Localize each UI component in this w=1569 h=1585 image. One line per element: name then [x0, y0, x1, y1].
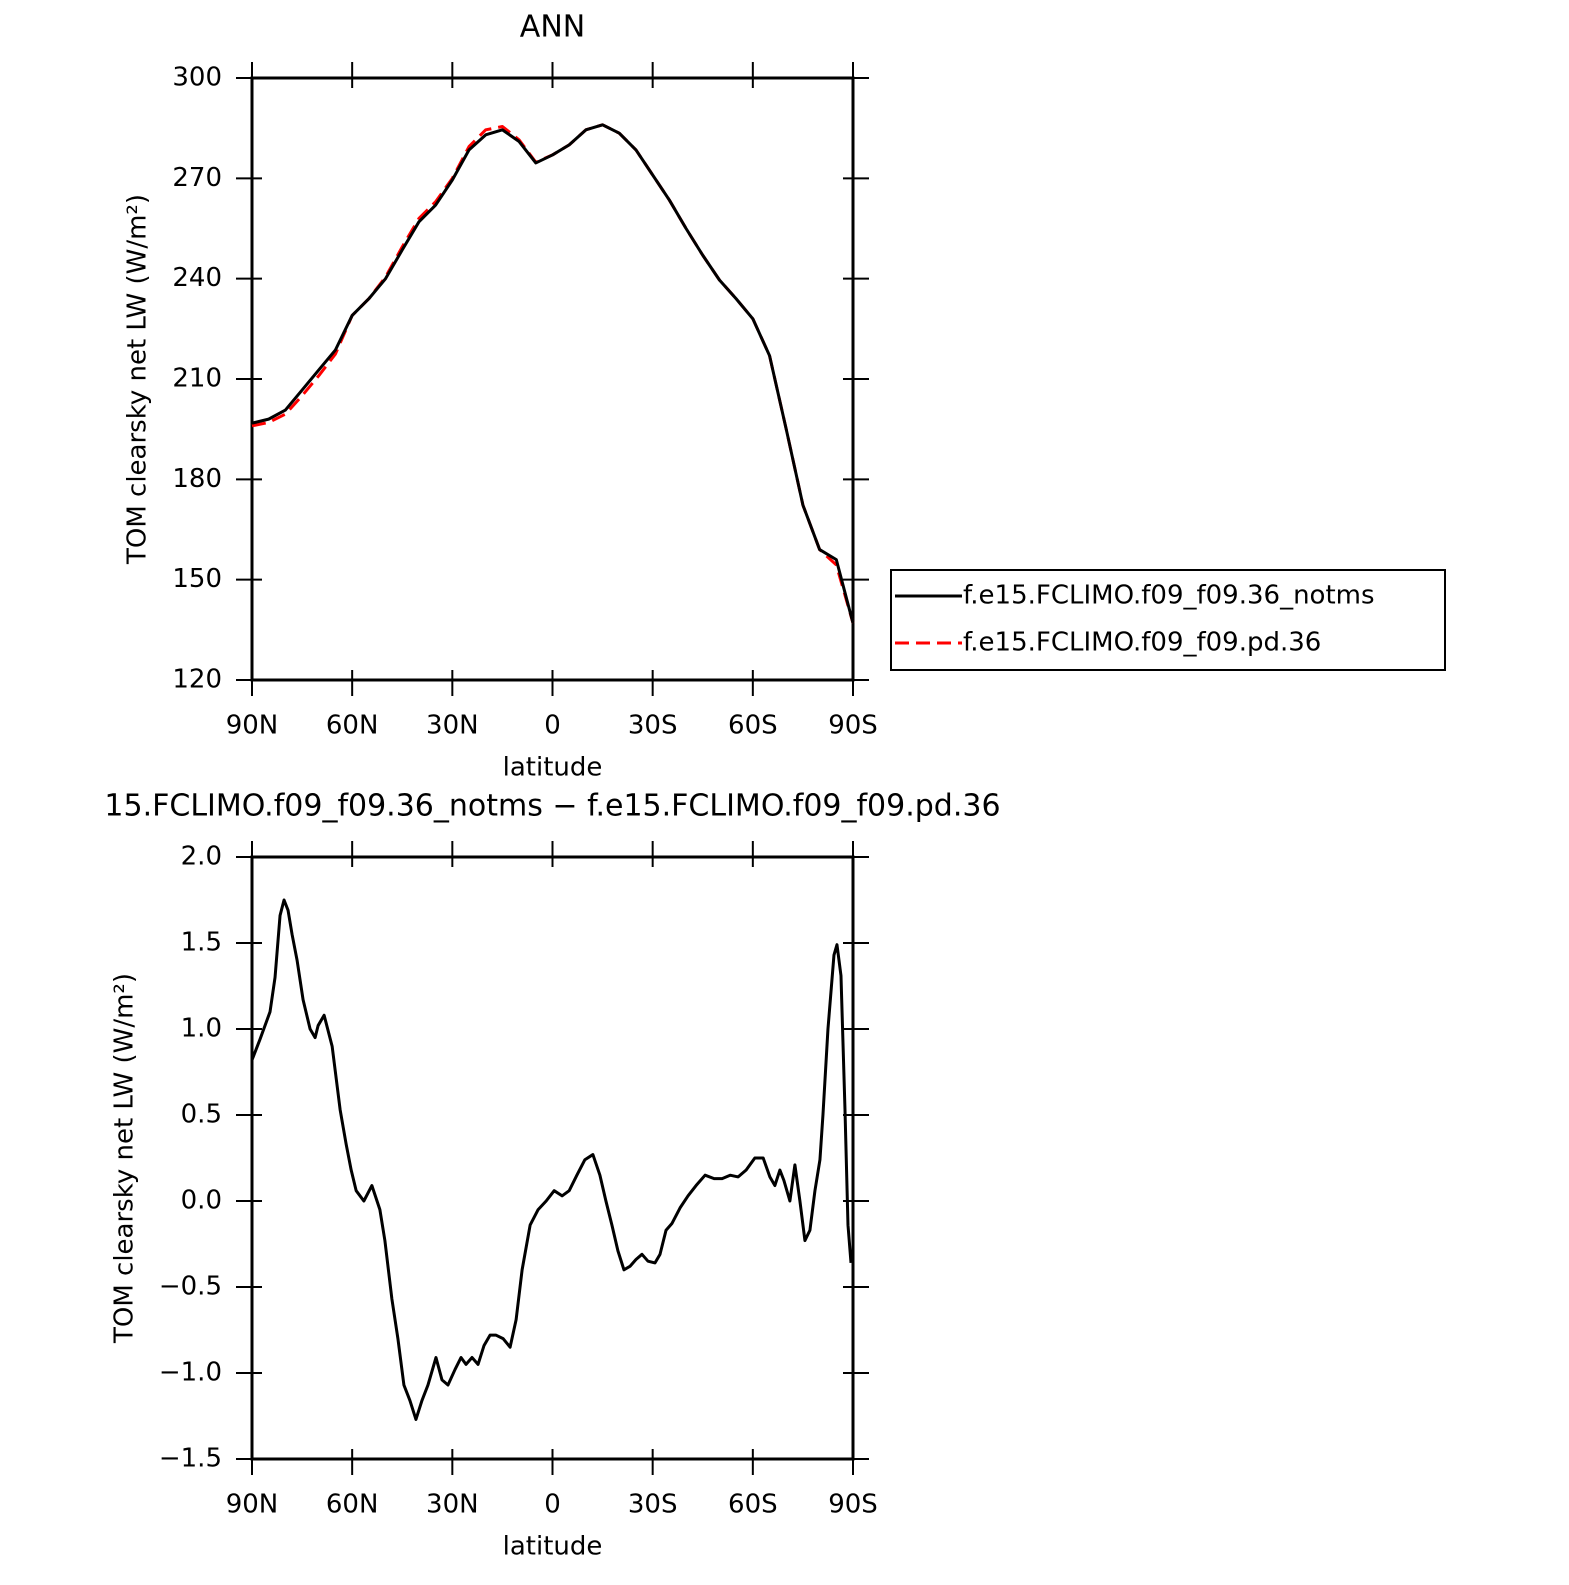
x-tick-label: 90N	[226, 1490, 279, 1520]
y-tick-label: 0.5	[181, 1100, 222, 1130]
y-tick-label: 0.0	[181, 1186, 222, 1216]
legend-label: f.e15.FCLIMO.f09_f09.pd.36	[963, 628, 1321, 658]
x-tick-label: 90S	[828, 711, 878, 741]
y-tick-label: 2.0	[181, 842, 222, 872]
y-tick-label: −0.5	[159, 1272, 222, 1302]
data-line	[251, 123, 855, 624]
x-tick-label: 60N	[326, 711, 379, 741]
x-axis-label: latitude	[503, 753, 603, 783]
data-line	[250, 898, 853, 1421]
x-tick-label: 0	[544, 711, 561, 741]
x-tick-label: 30N	[426, 1490, 479, 1520]
y-tick-label: 150	[172, 564, 222, 594]
x-tick-label: 30S	[628, 711, 678, 741]
y-tick-label: 180	[172, 464, 222, 494]
y-tick-label: 240	[172, 263, 222, 293]
chart-title: ANN	[520, 10, 585, 45]
y-tick-label: 1.0	[181, 1014, 222, 1044]
x-tick-label: 60N	[326, 1490, 379, 1520]
y-axis-label: TOM clearsky net LW (W/m²)	[123, 194, 153, 565]
y-axis-label: TOM clearsky net LW (W/m²)	[110, 973, 140, 1344]
y-tick-label: 300	[172, 63, 222, 93]
legend-label: f.e15.FCLIMO.f09_f09.36_notms	[963, 581, 1375, 611]
y-tick-label: −1.5	[159, 1444, 222, 1474]
data-line	[251, 123, 855, 624]
y-tick-label: 1.5	[181, 928, 222, 958]
x-tick-label: 30S	[628, 1490, 678, 1520]
x-tick-label: 0	[544, 1490, 561, 1520]
y-tick-label: 270	[172, 163, 222, 193]
y-tick-label: 210	[172, 364, 222, 394]
x-tick-label: 60S	[728, 711, 778, 741]
x-axis-label: latitude	[503, 1532, 603, 1562]
y-tick-label: 120	[172, 665, 222, 695]
x-tick-label: 90N	[226, 711, 279, 741]
legend-box	[890, 569, 1446, 671]
x-tick-label: 30N	[426, 711, 479, 741]
chart-title: 15.FCLIMO.f09_f09.36_notms − f.e15.FCLIM…	[104, 789, 1000, 824]
y-tick-label: −1.0	[159, 1358, 222, 1388]
x-tick-label: 60S	[728, 1490, 778, 1520]
plot-frame	[250, 76, 855, 682]
x-tick-label: 90S	[828, 1490, 878, 1520]
